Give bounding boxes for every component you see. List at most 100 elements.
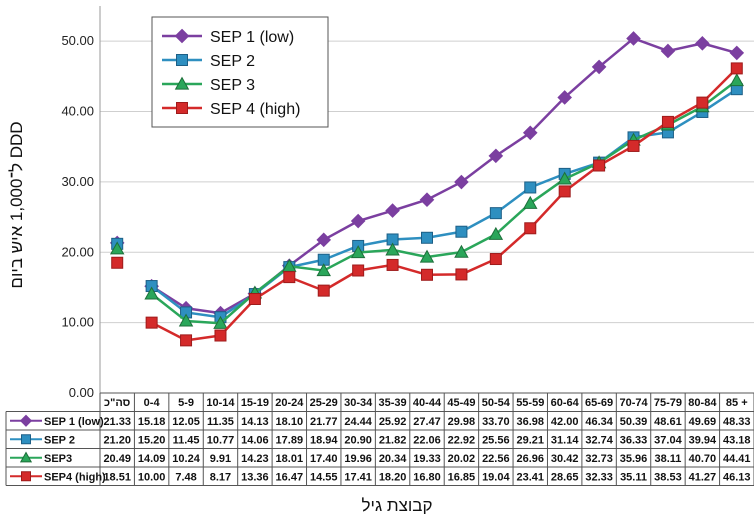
y-axis-label: DDD ל־1,000 איש ביום xyxy=(7,121,26,288)
data-point xyxy=(454,174,469,190)
legend-swatch-marker xyxy=(176,102,188,114)
data-point xyxy=(557,171,572,185)
data-point xyxy=(730,62,743,75)
table-cell: 46.13 xyxy=(723,471,751,483)
table-cell: 10.24 xyxy=(172,453,200,465)
data-point xyxy=(419,249,435,263)
legend-swatch-marker xyxy=(174,76,190,90)
table-cell: 21.33 xyxy=(103,416,131,428)
data-point xyxy=(557,90,572,105)
y-axis-ticks: 0.00 10.00 20.00 30.00 40.00 50.00 xyxy=(61,33,94,400)
x-category-label: 60-64 xyxy=(551,397,580,409)
x-category-label: 55-59 xyxy=(516,397,544,409)
table-cell: 50.39 xyxy=(620,416,648,428)
table-cell: 20.49 xyxy=(103,453,131,465)
y-tick-label: 30.00 xyxy=(61,174,94,189)
table-cell: 20.90 xyxy=(344,434,372,446)
table-row-swatch-marker xyxy=(19,451,33,463)
table-cell: 21.77 xyxy=(310,416,338,428)
table-cell: 37.04 xyxy=(654,434,682,446)
table-cell: 25.56 xyxy=(482,434,510,446)
data-point xyxy=(591,59,607,75)
table-cell: 22.56 xyxy=(482,453,510,465)
data-point xyxy=(386,258,399,271)
table-cell: 49.69 xyxy=(689,416,717,428)
data-point xyxy=(385,203,400,218)
table-cell: 22.92 xyxy=(448,434,476,446)
table-row-label: SEP 1 (low) xyxy=(44,416,104,428)
data-point xyxy=(145,316,158,329)
table-cell: 18.51 xyxy=(103,471,131,483)
data-point xyxy=(523,195,538,209)
series xyxy=(111,62,743,347)
table-cell: 11.35 xyxy=(207,416,234,428)
data-point xyxy=(421,231,433,244)
data-point xyxy=(180,334,193,347)
table-cell: 13.36 xyxy=(241,471,269,483)
table-row-swatch-marker xyxy=(19,414,33,427)
table-cell: 16.47 xyxy=(276,471,304,483)
table-cell: 7.48 xyxy=(175,471,196,483)
x-category-label: 25-29 xyxy=(310,397,338,409)
table-cell: 17.89 xyxy=(276,434,304,446)
table-cell: 14.23 xyxy=(241,453,269,465)
table-cell: 19.33 xyxy=(413,453,441,465)
table-cell: 25.92 xyxy=(379,416,407,428)
x-category-label: 10-14 xyxy=(206,397,235,409)
table-cell: 8.17 xyxy=(210,471,231,483)
data-point xyxy=(696,96,709,109)
data-point xyxy=(283,271,296,284)
table-cell: 42.00 xyxy=(551,416,579,428)
data-point xyxy=(213,315,228,329)
data-point xyxy=(489,207,502,220)
table-cell: 12.05 xyxy=(172,416,200,428)
data-point xyxy=(558,185,571,198)
data-point xyxy=(248,292,261,305)
data-point xyxy=(111,256,124,269)
data-point xyxy=(661,115,674,128)
x-category-label: 20-24 xyxy=(275,397,304,409)
data-point xyxy=(455,268,468,281)
data-point xyxy=(729,45,745,61)
table-cell: 29.21 xyxy=(516,434,544,446)
table-cell: 20.34 xyxy=(379,453,407,465)
table-cell: 48.33 xyxy=(723,416,751,428)
table-cell: 35.96 xyxy=(620,453,648,465)
table-cell: 43.18 xyxy=(723,434,751,446)
data-point xyxy=(729,73,745,87)
table-cell: 16.80 xyxy=(413,471,441,483)
data-point xyxy=(144,286,159,300)
legend-swatch-marker xyxy=(176,54,188,66)
data-point xyxy=(488,226,504,240)
x-category-label: 65-69 xyxy=(585,397,613,409)
table-cell: 30.42 xyxy=(551,453,579,465)
data-point xyxy=(524,181,537,194)
table-cell: 26.96 xyxy=(516,453,544,465)
table-cell: 21.82 xyxy=(379,434,407,446)
x-category-label: 0-4 xyxy=(144,397,161,409)
data-point xyxy=(350,213,366,229)
table-cell: 24.44 xyxy=(344,416,372,428)
table-cell: 10.77 xyxy=(207,434,235,446)
table-cell: 39.94 xyxy=(689,434,717,446)
data-point xyxy=(455,225,468,238)
table-cell: 29.98 xyxy=(448,416,476,428)
y-tick-label: 20.00 xyxy=(61,244,94,259)
table-cell: 18.94 xyxy=(310,434,338,446)
data-point xyxy=(350,245,366,259)
y-tick-label: 0.00 xyxy=(69,385,94,400)
table-cell: 33.70 xyxy=(482,416,510,428)
legend-item: SEP 2 xyxy=(162,53,255,70)
table-cell: 14.06 xyxy=(241,434,269,446)
table-cell: 17.41 xyxy=(344,471,372,483)
data-point xyxy=(522,125,538,141)
table-cell: 17.40 xyxy=(310,453,338,465)
x-category-label: 75-79 xyxy=(654,397,682,409)
table-cell: 35.11 xyxy=(620,471,647,483)
table-cell: 14.13 xyxy=(241,416,269,428)
table-cell: 48.61 xyxy=(654,416,682,428)
table-cell: 9.91 xyxy=(210,453,231,465)
data-point xyxy=(317,284,330,297)
table-row-label: SEP3 xyxy=(44,453,72,465)
legend-label: SEP 1 (low) xyxy=(210,29,294,46)
